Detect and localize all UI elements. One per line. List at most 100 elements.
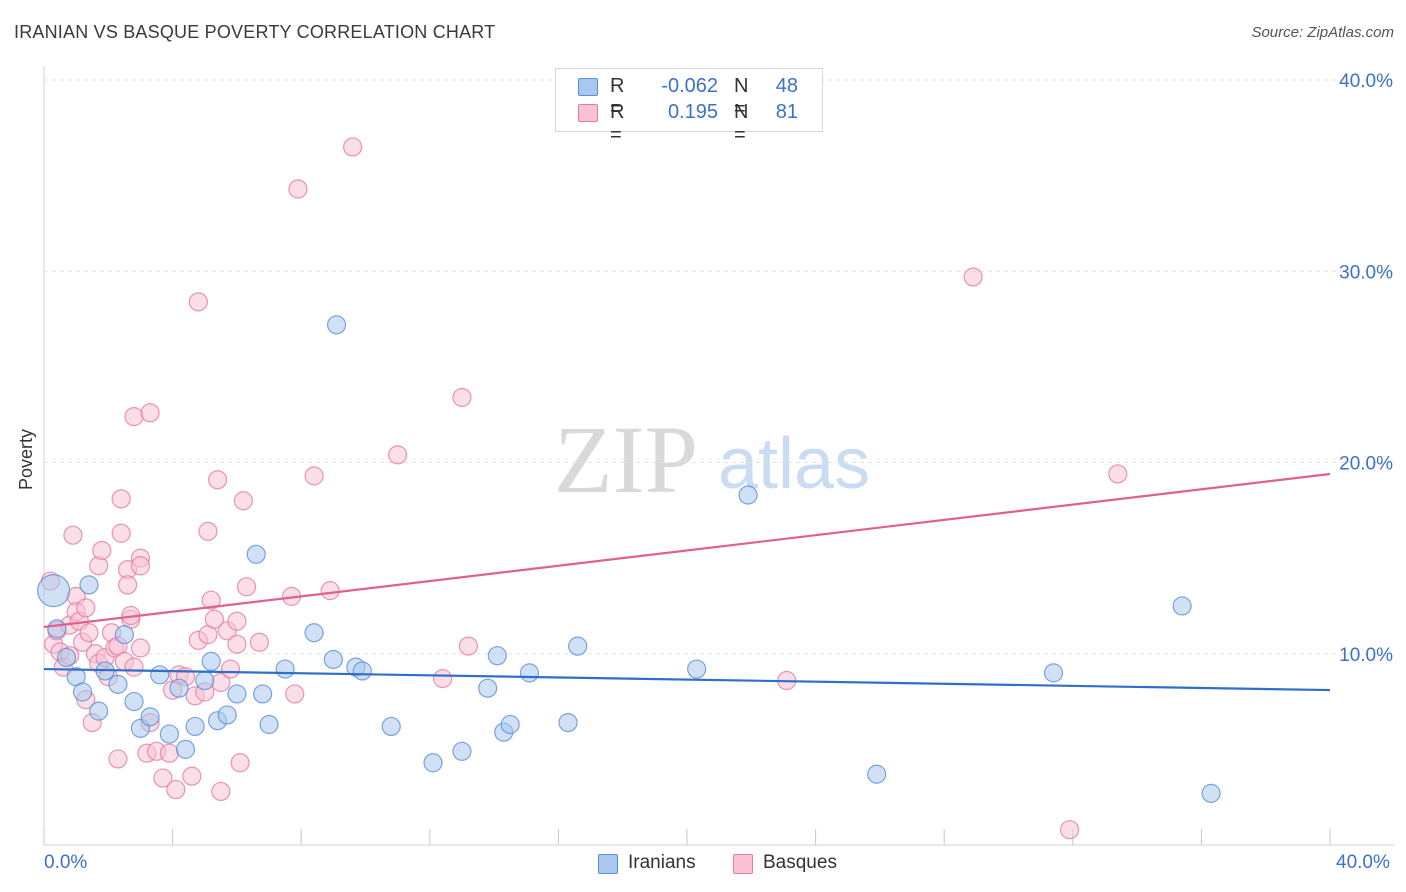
iranians-point [1201,783,1221,803]
legend-label-basques: Basques [763,852,837,873]
y-tick-label: 30.0% [1339,262,1393,283]
basques-point [452,387,472,408]
basques-point [130,556,151,576]
basques-point [92,540,112,561]
basques-point [204,609,224,629]
iranians-point [114,625,134,645]
basques-point [111,489,131,509]
iranians-point [867,764,887,784]
basques-point [458,636,478,656]
iranians-point [246,544,266,564]
r-value: 0.195 [667,101,718,123]
basques-point [208,470,228,490]
iranians-point [89,701,109,721]
basques-point [166,779,186,800]
basques-point [288,179,308,199]
y-tick-label: 20.0% [1339,454,1393,475]
basques-point [220,659,241,679]
basques-point [124,407,144,427]
iranians-point [1172,596,1192,616]
basques-point [433,669,453,689]
iranians-point [452,741,472,761]
correlation-legend: R = -0.062 N = 48 R = 0.195 N = 81 [555,68,823,146]
basques-swatch [578,104,598,122]
basques-point [1059,820,1080,840]
chart-title: IRANIAN VS BASQUE POVERTY CORRELATION CH… [14,22,496,42]
iranians-point [227,684,247,704]
basques-point [227,634,247,654]
iranians-trend-line [43,667,1331,692]
basques-point [198,521,218,541]
basques-point [201,590,221,610]
n-label: N = [734,75,749,120]
basques-point [130,638,151,658]
iranians-point [687,659,707,679]
r-label: R = [610,101,625,146]
basques-swatch [733,854,753,874]
basques-point [159,743,179,763]
iranians-point [72,682,93,702]
iranians-point [478,678,498,698]
basques-trend-line [43,472,1331,629]
basques-point [79,623,99,643]
iranians-point [253,684,273,704]
basques-point [108,749,128,769]
iranians-point [195,670,215,691]
series-legend: Iranians Basques [0,852,1406,878]
iranians-point [185,716,205,737]
iranians-point [124,691,144,712]
iranians-point [326,315,347,335]
basques-point [343,137,363,157]
watermark-zip: ZIP [554,406,698,513]
iranians-point [1043,663,1064,683]
iranians-point [47,619,67,639]
iranians-point [558,712,578,733]
basques-point [117,575,138,595]
iranians-point [79,575,99,595]
iranians-point [150,665,170,685]
x-tick-label-min: 0.0% [44,852,88,873]
basques-point [285,684,305,704]
iranians-point [568,636,588,656]
basques-point [76,598,96,618]
iranians-point [500,714,520,735]
iranians-point [201,651,221,672]
basques-point [140,403,160,423]
iranians-point [275,659,295,679]
iranians-point [175,739,196,759]
basques-point [111,523,131,543]
iranians-point [352,661,372,681]
iranians-swatch [598,854,618,874]
iranians-point [304,623,324,643]
iranians-point [738,485,758,505]
basques-point [153,768,173,788]
iranians-point [519,663,540,683]
basques-point [320,581,340,601]
iranians-point [37,574,71,608]
basques-point [230,753,250,773]
iranians-point [423,753,443,773]
iranians-point [217,705,237,725]
iranians-point [381,716,401,737]
iranians-point [108,674,128,694]
iranians-point [159,724,179,744]
iranians-swatch [578,78,598,96]
iranians-point [487,646,507,666]
basques-point [124,657,144,677]
y-axis-label: Poverty [16,428,36,490]
x-tick-label-max: 40.0% [1336,852,1390,873]
basques-point [1108,464,1128,484]
iranians-point [323,649,343,670]
r-label: R = [610,75,625,120]
basques-point [227,611,247,631]
basques-point [182,766,202,786]
basques-point [211,781,231,802]
n-value: 48 [775,75,798,97]
basques-point [963,267,983,287]
basques-point [304,466,324,486]
basques-point [249,632,270,652]
y-tick-label: 10.0% [1339,645,1393,666]
basques-point [63,525,83,545]
r-value: -0.062 [661,75,718,97]
